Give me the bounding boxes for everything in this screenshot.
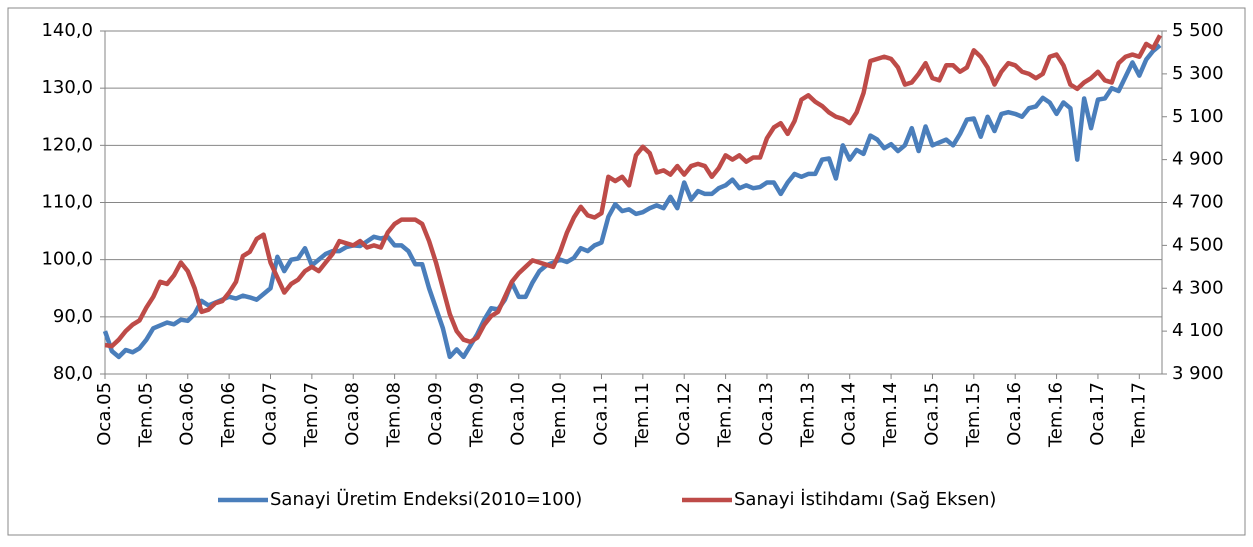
x-tick-label: Tem.17	[1128, 382, 1149, 448]
y2-tick-label: 4 700	[1172, 192, 1224, 213]
y-tick-label: 90,0	[53, 306, 93, 327]
x-tick-label: Tem.10	[549, 382, 570, 448]
x-tick-label: Tem.06	[218, 382, 239, 448]
series-line	[104, 34, 1162, 349]
x-tick-label: Oca.10	[508, 382, 529, 446]
x-tick-label: Tem.05	[135, 382, 156, 448]
x-tick-label: Tem.09	[466, 382, 487, 448]
y-tick-label: 80,0	[53, 363, 93, 384]
y2-tick-label: 4 500	[1172, 234, 1224, 255]
x-tick-label: Oca.09	[425, 382, 446, 446]
y2-tick-label: 4 900	[1172, 149, 1224, 170]
y2-tick-label: 5 100	[1172, 106, 1224, 127]
x-tick-label: Tem.13	[797, 382, 818, 448]
x-tick-label: Oca.17	[1087, 382, 1108, 446]
x-tick-label: Oca.13	[756, 382, 777, 446]
y2-tick-label: 4 100	[1172, 320, 1224, 341]
x-tick-label: Tem.16	[1046, 382, 1067, 448]
x-tick-label: Tem.11	[632, 382, 653, 448]
x-tick-label: Oca.05	[94, 382, 115, 446]
x-tick-label: Oca.12	[673, 382, 694, 446]
chart-frame	[7, 7, 1246, 536]
y-tick-label: 110,0	[41, 192, 93, 213]
x-tick-label: Tem.15	[963, 382, 984, 448]
y-tick-label: 140,0	[41, 20, 93, 41]
x-tick-label: Oca.07	[259, 382, 280, 446]
y2-tick-label: 3 900	[1172, 363, 1224, 384]
y2-tick-label: 5 300	[1172, 63, 1224, 84]
legend-label: Sanayi Üretim Endeksi(2010=100)	[270, 488, 582, 510]
x-tick-label: Tem.12	[715, 382, 736, 448]
x-tick-label: Tem.08	[384, 382, 405, 448]
x-tick-label: Oca.08	[342, 382, 363, 446]
series-line	[102, 43, 1162, 360]
y-tick-label: 100,0	[41, 249, 93, 270]
x-tick-label: Oca.16	[1004, 382, 1025, 446]
x-tick-label: Tem.07	[301, 382, 322, 448]
x-tick-label: Oca.14	[839, 382, 860, 446]
y2-tick-label: 4 300	[1172, 277, 1224, 298]
y-tick-label: 130,0	[41, 77, 93, 98]
x-tick-label: Tem.14	[880, 382, 901, 448]
y-tick-label: 120,0	[41, 134, 93, 155]
x-tick-label: Oca.11	[590, 382, 611, 446]
legend-label: Sanayi İstihdamı (Sağ Eksen)	[734, 489, 996, 510]
x-tick-label: Oca.15	[921, 382, 942, 446]
y2-tick-label: 5 500	[1172, 20, 1224, 41]
x-tick-label: Oca.06	[177, 382, 198, 446]
